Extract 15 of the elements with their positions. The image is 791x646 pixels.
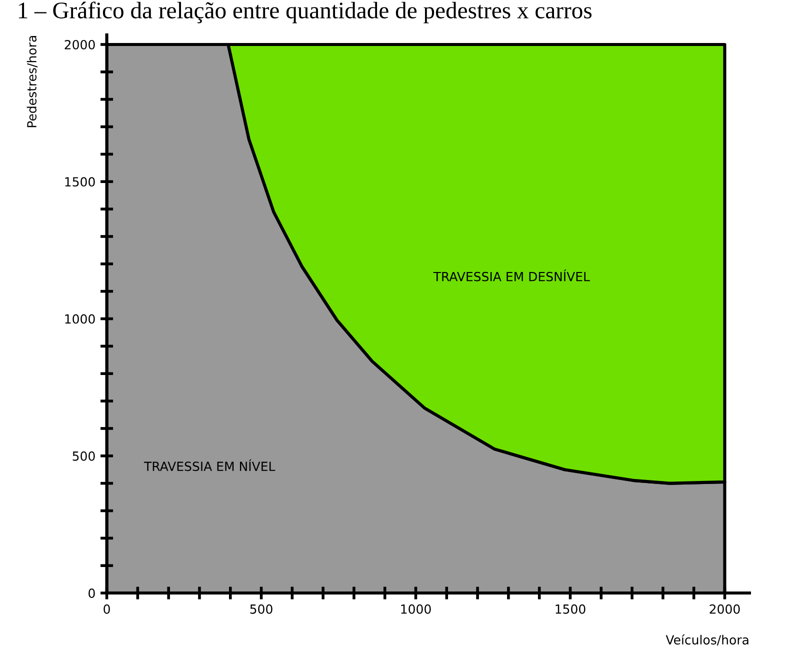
x-tick-label: 1500 bbox=[556, 604, 586, 614]
y-tick-label: 1000 bbox=[65, 314, 95, 324]
annotation: TRAVESSIA EM NÍVEL bbox=[144, 459, 276, 472]
y-tick-label: 0 bbox=[88, 588, 95, 598]
y-tick-label: 2000 bbox=[64, 40, 95, 50]
x-tick-label: 500 bbox=[250, 604, 272, 614]
chart-title: 1 – Gráfico da relação entre quantidade de pedestres x carros bbox=[18, 2, 592, 24]
y-tick-label: 1500 bbox=[65, 177, 95, 187]
x-tick-label: 0 bbox=[104, 604, 110, 614]
x-tick-label: 2000 bbox=[710, 604, 740, 614]
x-tick-label: 1000 bbox=[401, 604, 431, 614]
x-axis-title: Veículos/hora bbox=[666, 634, 748, 646]
y-axis-title: Pedestres/hora bbox=[26, 36, 38, 128]
y-tick-label: 500 bbox=[72, 451, 95, 461]
annotation: TRAVESSIA EM DESNÍVEL bbox=[433, 270, 590, 282]
